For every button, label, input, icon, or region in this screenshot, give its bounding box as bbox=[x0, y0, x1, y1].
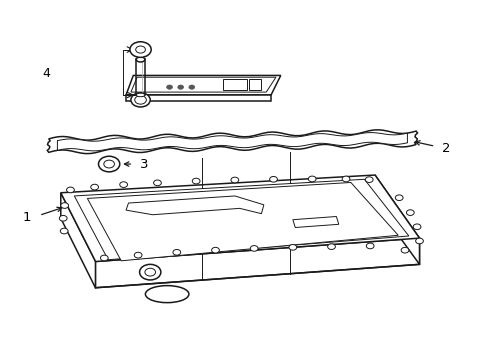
Circle shape bbox=[139, 264, 161, 280]
Circle shape bbox=[59, 215, 67, 221]
Polygon shape bbox=[57, 132, 407, 151]
Polygon shape bbox=[61, 193, 95, 288]
Polygon shape bbox=[374, 175, 419, 264]
Polygon shape bbox=[95, 238, 419, 288]
Circle shape bbox=[91, 184, 98, 190]
Polygon shape bbox=[87, 183, 397, 261]
Circle shape bbox=[269, 176, 277, 182]
Circle shape bbox=[166, 85, 172, 89]
Circle shape bbox=[366, 243, 373, 249]
Circle shape bbox=[60, 228, 68, 234]
Circle shape bbox=[192, 178, 200, 184]
Circle shape bbox=[61, 203, 68, 208]
Polygon shape bbox=[131, 77, 275, 92]
Circle shape bbox=[135, 96, 146, 104]
Circle shape bbox=[153, 180, 161, 186]
Ellipse shape bbox=[145, 285, 188, 303]
Circle shape bbox=[120, 182, 127, 188]
Circle shape bbox=[188, 85, 194, 89]
Polygon shape bbox=[61, 175, 419, 261]
Text: 3: 3 bbox=[139, 158, 148, 171]
Polygon shape bbox=[292, 216, 338, 228]
Circle shape bbox=[327, 244, 335, 249]
Circle shape bbox=[415, 238, 423, 244]
Circle shape bbox=[173, 249, 180, 255]
Text: 2: 2 bbox=[441, 141, 449, 154]
Text: 4: 4 bbox=[42, 67, 50, 80]
Circle shape bbox=[100, 255, 108, 261]
Ellipse shape bbox=[136, 57, 144, 62]
Circle shape bbox=[288, 244, 296, 250]
Circle shape bbox=[342, 176, 349, 182]
Circle shape bbox=[365, 177, 372, 183]
Polygon shape bbox=[126, 196, 264, 215]
Circle shape bbox=[394, 195, 402, 201]
Polygon shape bbox=[74, 179, 408, 260]
Circle shape bbox=[400, 247, 408, 253]
Circle shape bbox=[136, 46, 145, 53]
Text: 1: 1 bbox=[22, 211, 31, 224]
Circle shape bbox=[98, 156, 120, 172]
Circle shape bbox=[178, 85, 183, 89]
Circle shape bbox=[406, 210, 413, 215]
Circle shape bbox=[144, 268, 155, 276]
Circle shape bbox=[412, 224, 420, 230]
Polygon shape bbox=[126, 76, 280, 95]
Circle shape bbox=[230, 177, 238, 183]
Circle shape bbox=[66, 187, 74, 193]
Polygon shape bbox=[223, 79, 246, 90]
Circle shape bbox=[308, 176, 315, 182]
Polygon shape bbox=[47, 130, 417, 154]
Circle shape bbox=[130, 42, 151, 57]
Circle shape bbox=[103, 160, 114, 168]
Polygon shape bbox=[249, 79, 261, 90]
Circle shape bbox=[250, 246, 258, 251]
Circle shape bbox=[211, 247, 219, 253]
Ellipse shape bbox=[136, 93, 144, 97]
Circle shape bbox=[131, 93, 150, 107]
Polygon shape bbox=[126, 95, 270, 101]
Circle shape bbox=[134, 252, 142, 258]
